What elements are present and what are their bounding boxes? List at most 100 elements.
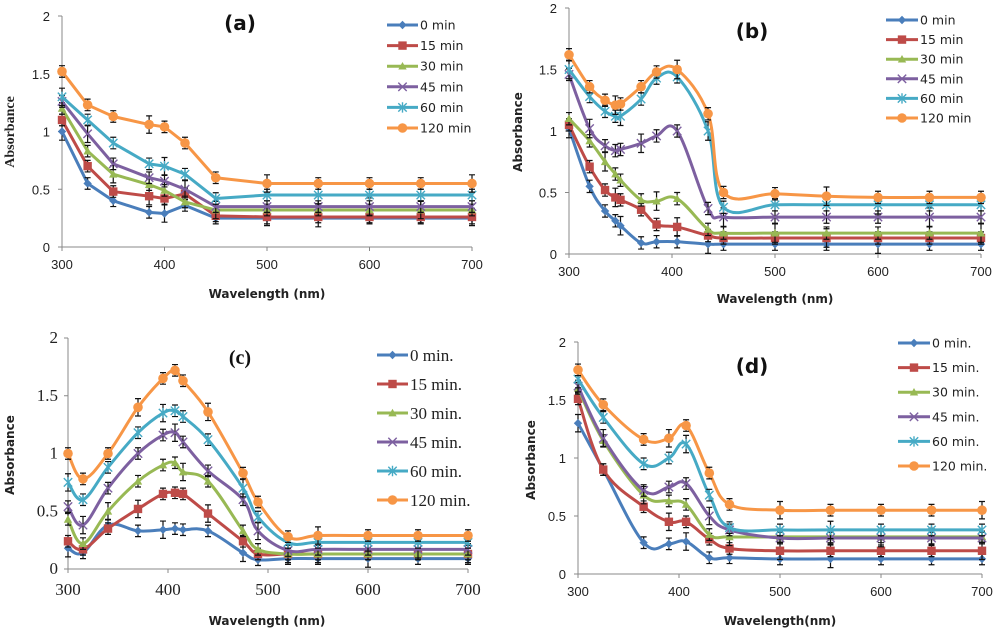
- y-tick-label: 2: [43, 9, 50, 24]
- legend-entry: 60 min.: [898, 434, 979, 449]
- legend-marker: [909, 412, 919, 422]
- data-point: [775, 546, 785, 555]
- data-point: [57, 66, 67, 77]
- data-point: [598, 433, 608, 443]
- legend-marker: [909, 338, 919, 348]
- data-point: [976, 212, 986, 222]
- y-tick-label: 0.5: [548, 509, 566, 524]
- data-point: [467, 212, 477, 222]
- data-point: [672, 222, 682, 232]
- data-point: [636, 195, 646, 204]
- x-tick-label: 600: [870, 584, 892, 599]
- legend-label: 0 min: [420, 18, 456, 33]
- legend-entry: 45 min.: [377, 433, 462, 452]
- series-30-min: [564, 111, 986, 243]
- data-point: [584, 123, 595, 134]
- legend-entry: 45 min: [886, 71, 963, 86]
- data-point: [283, 531, 293, 542]
- data-point: [63, 477, 73, 488]
- data-point: [704, 489, 714, 501]
- series-120-min: [63, 363, 473, 545]
- legend-label: 45 min.: [410, 433, 462, 452]
- data-point: [821, 212, 832, 222]
- data-point: [253, 511, 263, 523]
- data-point: [615, 144, 626, 155]
- legend-entry: 0 min.: [898, 336, 971, 351]
- legend-label: 0 min.: [932, 336, 971, 351]
- data-point: [573, 394, 583, 404]
- data-point: [873, 192, 883, 203]
- data-point: [725, 544, 734, 553]
- data-point: [977, 524, 987, 536]
- y-tick-label: 1: [43, 125, 50, 140]
- series-120-min: [57, 65, 477, 193]
- legend-entry: 30 min.: [898, 385, 979, 400]
- data-point: [876, 524, 886, 536]
- data-point: [770, 228, 780, 237]
- legend-label: 60 min: [920, 91, 963, 106]
- legend-marker: [397, 102, 408, 113]
- data-point: [724, 499, 735, 510]
- y-tick-label: 1: [50, 444, 59, 463]
- data-point: [253, 545, 263, 553]
- data-point: [681, 438, 691, 450]
- data-point: [180, 138, 190, 148]
- legend-label: 15 min: [920, 32, 963, 47]
- y-tick-label: 0.5: [32, 182, 50, 197]
- data-point: [262, 212, 272, 222]
- legend-entry: 30 min: [886, 52, 963, 67]
- legend-label: 60 min: [420, 100, 463, 115]
- x-tick-label: 500: [764, 264, 786, 279]
- data-point: [253, 526, 263, 536]
- data-point: [170, 405, 180, 416]
- data-point: [203, 509, 213, 518]
- data-point: [681, 420, 691, 431]
- data-point: [681, 537, 691, 546]
- y-tick-label: 1: [550, 124, 557, 139]
- data-point: [363, 530, 373, 541]
- series-60-min: [63, 403, 473, 552]
- series-line: [66, 408, 468, 546]
- legend-entry: 120 min.: [898, 459, 987, 474]
- data-point: [664, 433, 674, 444]
- data-point: [926, 524, 937, 536]
- data-point: [203, 526, 213, 536]
- legend-label: 120 min: [920, 111, 971, 126]
- legend-label: 15 min: [420, 38, 463, 53]
- legend-marker: [388, 408, 397, 417]
- data-point: [103, 524, 113, 533]
- data-point: [314, 212, 323, 222]
- chart-panel-d: 300 400 500 600 700 0 0.5 1 1.5 2 Wavelength(nm) Ab…: [524, 335, 993, 628]
- data-point: [704, 511, 714, 521]
- data-point: [770, 199, 780, 210]
- data-point: [598, 399, 609, 410]
- data-point: [775, 524, 785, 536]
- data-point: [170, 488, 180, 497]
- data-point: [770, 188, 780, 199]
- series-line: [576, 385, 982, 541]
- data-point: [108, 137, 118, 149]
- data-point: [651, 67, 662, 77]
- legend-marker: [909, 363, 919, 372]
- data-point: [313, 178, 324, 189]
- legend-label: 120 min.: [410, 491, 470, 510]
- data-point: [705, 530, 714, 538]
- data-point: [144, 119, 154, 130]
- data-point: [160, 209, 169, 218]
- panel-title: (d): [736, 354, 769, 378]
- data-point: [158, 460, 168, 469]
- data-point: [103, 483, 113, 493]
- legend-label: 45 min.: [932, 409, 979, 424]
- data-point: [108, 111, 119, 122]
- data-point: [564, 49, 574, 60]
- data-point: [600, 206, 610, 216]
- data-point: [611, 216, 620, 225]
- data-point: [82, 129, 93, 139]
- data-point: [160, 194, 169, 203]
- x-tick-label: 600: [355, 580, 381, 599]
- data-point: [180, 197, 190, 206]
- legend-marker: [388, 379, 397, 389]
- data-point: [63, 515, 73, 523]
- legend-marker: [909, 388, 919, 396]
- x-tick-label: 400: [661, 264, 683, 279]
